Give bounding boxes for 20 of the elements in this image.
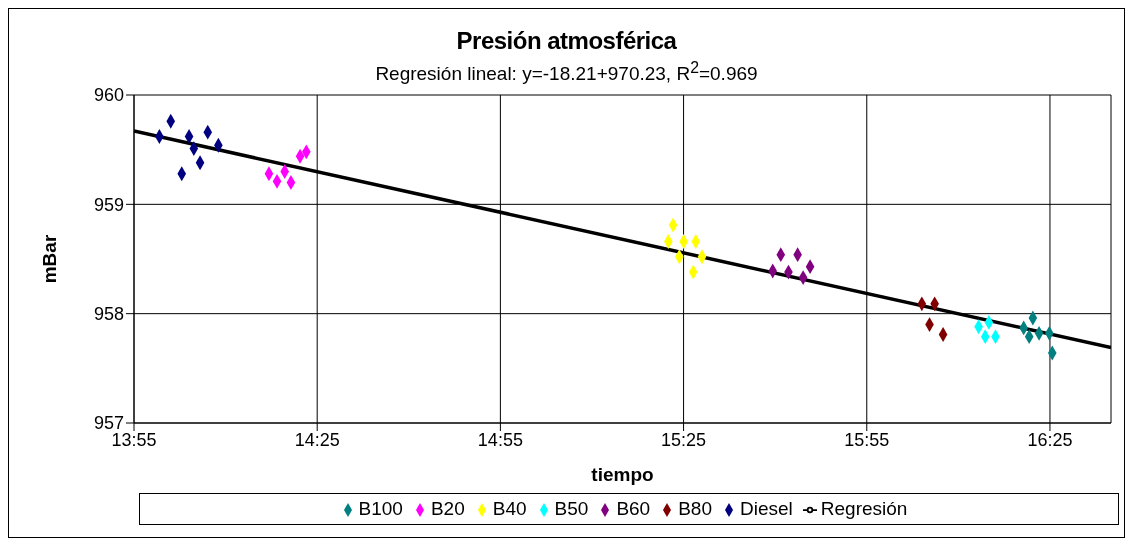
y-tick-label: 959 xyxy=(93,195,124,216)
legend-label: Regresión xyxy=(820,498,908,520)
y-tick-label: 960 xyxy=(93,85,124,106)
x-tick-label: 16:25 xyxy=(1027,430,1073,451)
y-tick-label: 958 xyxy=(93,304,124,325)
legend-label: B100 xyxy=(358,498,403,520)
legend-label: B20 xyxy=(430,498,465,520)
y-axis-title: mBar xyxy=(38,234,60,284)
legend-label: B80 xyxy=(678,498,712,520)
x-tick-label: 15:25 xyxy=(661,430,707,451)
legend-label: B40 xyxy=(492,498,527,520)
x-axis-title: tiempo xyxy=(591,464,654,486)
x-tick-label: 14:55 xyxy=(477,430,523,451)
legend-label: Diesel xyxy=(740,498,793,520)
chart-title: Presión atmosférica xyxy=(455,27,678,55)
legend-label: B60 xyxy=(616,498,651,520)
x-tick-label: 14:25 xyxy=(294,430,340,451)
chart-subtitle: Regresión lineal: y=-18.21+970.23, R$^{2}$=0.969 xyxy=(374,59,759,86)
legend-label: B50 xyxy=(554,498,589,520)
x-tick-label: 15:55 xyxy=(844,430,890,451)
